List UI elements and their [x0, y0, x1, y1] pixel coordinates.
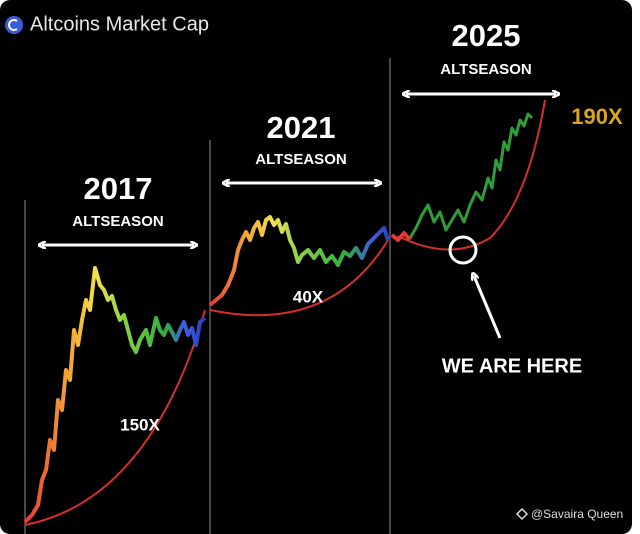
logo-icon [5, 16, 23, 34]
multiplier: 40X [293, 287, 324, 306]
multiplier: 190X [571, 104, 623, 129]
multiplier: 150X [120, 415, 160, 434]
cycle-label: ALTSEASON [72, 213, 163, 230]
cycle-year: 2025 [452, 18, 521, 53]
cycle-year: 2017 [84, 171, 153, 206]
logo-glyph [8, 19, 18, 31]
cycle-year: 2021 [267, 110, 336, 145]
annotation: WE ARE HERE [442, 355, 582, 377]
watermark-icon [515, 507, 529, 521]
price-line [23, 266, 207, 524]
trend-curve [24, 99, 546, 526]
cycle-label: ALTSEASON [255, 151, 346, 168]
current-marker [448, 235, 478, 265]
price-line [390, 231, 412, 242]
title: Altcoins Market Cap [30, 13, 209, 35]
price-line [408, 112, 534, 239]
price-line [208, 215, 390, 307]
cycle-label: ALTSEASON [440, 61, 531, 78]
pointer-arrow [474, 276, 502, 339]
watermark: @Savaira Queen [531, 507, 623, 521]
